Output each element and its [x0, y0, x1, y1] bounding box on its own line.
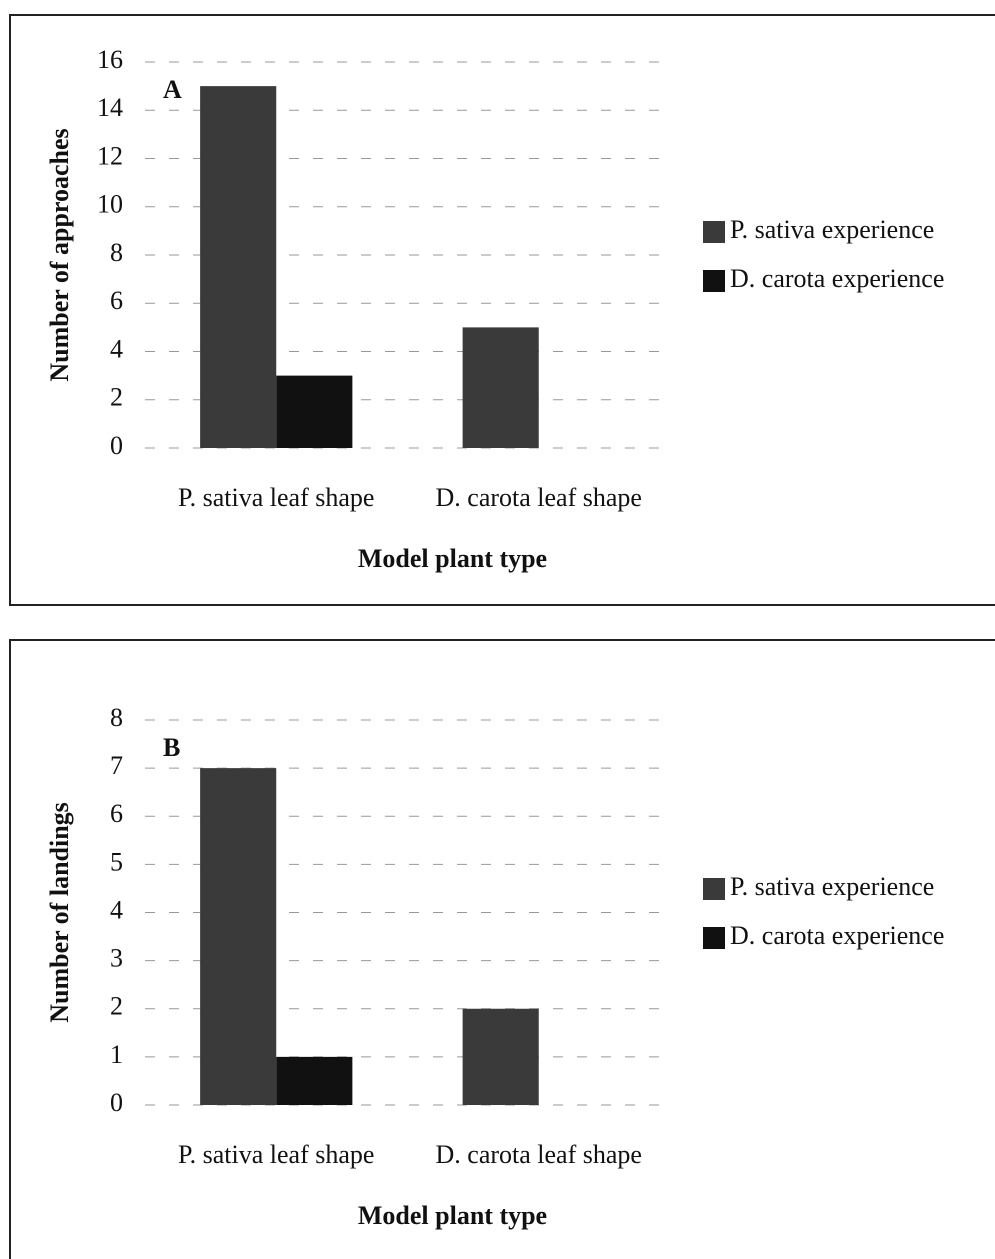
legend-label: P. sativa experience: [730, 215, 934, 244]
panel-label: B: [163, 733, 180, 762]
bar: [462, 327, 539, 448]
y-tick-label: 4: [110, 334, 123, 363]
y-tick-label: 6: [110, 286, 123, 315]
y-tick-label: 10: [97, 190, 123, 219]
x-axis-label: Model plant type: [358, 544, 547, 573]
bar: [276, 375, 353, 448]
y-tick-label: 14: [97, 93, 123, 122]
bar: [200, 768, 277, 1105]
y-axis-label: Number of approaches: [45, 128, 74, 381]
bar: [462, 1008, 539, 1105]
y-tick-label: 7: [110, 751, 123, 780]
y-tick-label: 8: [110, 238, 123, 267]
y-tick-label: 8: [110, 703, 123, 732]
y-axis-label: Number of landings: [45, 802, 74, 1023]
bar: [200, 86, 277, 448]
x-tick-label: D. carota leaf shape: [436, 483, 642, 512]
y-tick-label: 6: [110, 799, 123, 828]
panel-frame: [9, 14, 995, 606]
legend-swatch: [703, 927, 725, 949]
x-tick-label: P. sativa leaf shape: [178, 1140, 374, 1169]
y-tick-label: 2: [110, 992, 123, 1021]
legend-swatch: [703, 270, 725, 292]
x-tick-label: D. carota leaf shape: [436, 1140, 642, 1169]
legend-swatch: [703, 221, 725, 243]
x-axis-label: Model plant type: [358, 1201, 547, 1230]
legend-label: D. carota experience: [730, 264, 944, 293]
y-tick-label: 0: [110, 1088, 123, 1117]
bar: [276, 1056, 353, 1105]
panel-frame: [9, 639, 995, 1259]
y-tick-label: 16: [97, 45, 123, 74]
y-tick-label: 0: [110, 431, 123, 460]
y-tick-label: 2: [110, 383, 123, 412]
y-tick-label: 3: [110, 944, 123, 973]
x-tick-label: P. sativa leaf shape: [178, 483, 374, 512]
legend-swatch: [703, 878, 725, 900]
y-tick-label: 5: [110, 847, 123, 876]
y-tick-label: 12: [97, 141, 123, 170]
legend-label: P. sativa experience: [730, 872, 934, 901]
y-tick-label: 1: [110, 1040, 123, 1069]
panel-label: A: [163, 75, 182, 104]
legend-label: D. carota experience: [730, 921, 944, 950]
y-tick-label: 4: [110, 895, 123, 924]
